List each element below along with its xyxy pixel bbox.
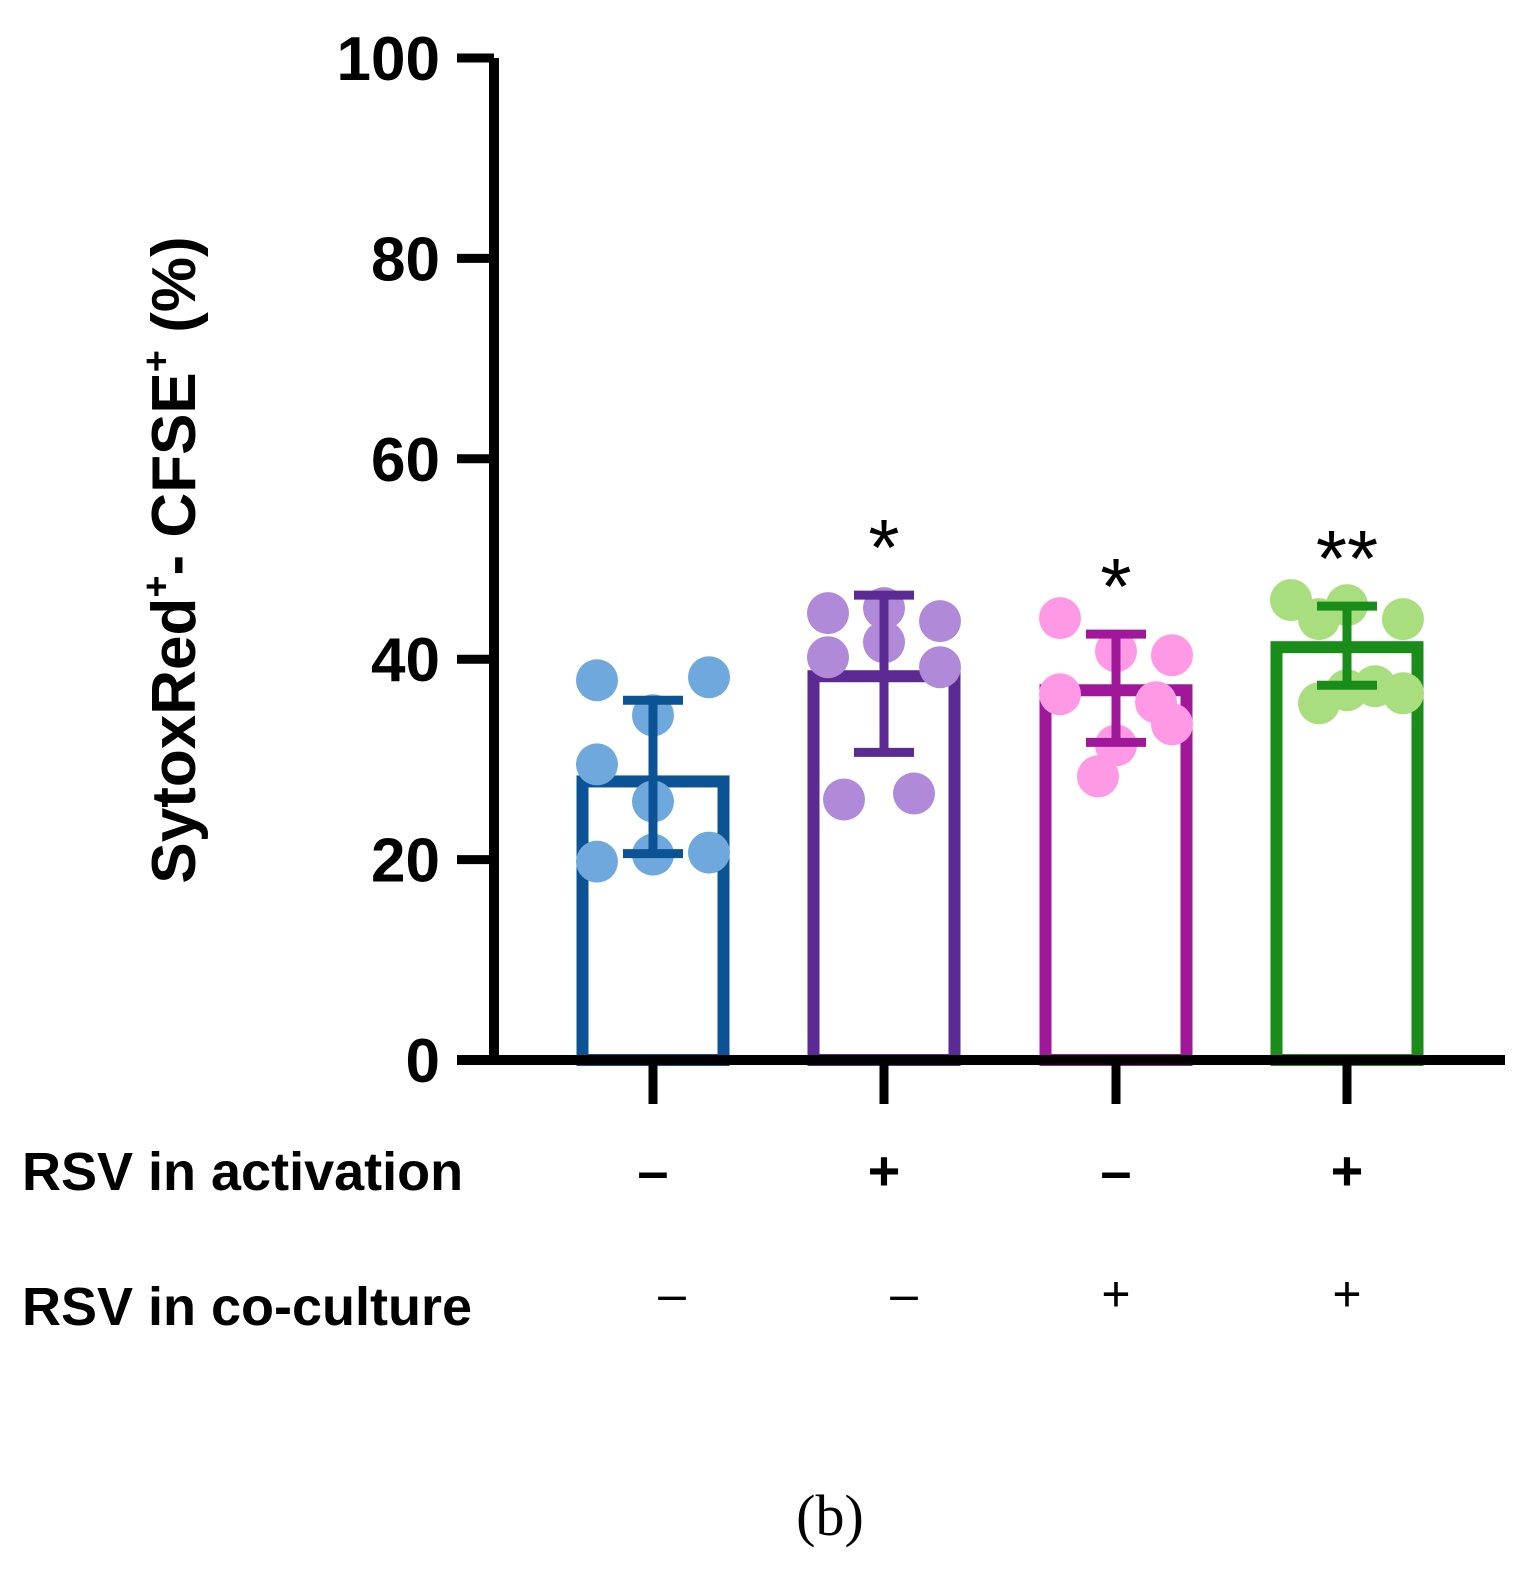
y-tick-label: 80 xyxy=(371,225,440,294)
data-point xyxy=(1077,755,1119,798)
axes-layer xyxy=(457,58,1505,1065)
factor-value: + xyxy=(1331,1139,1364,1202)
data-point xyxy=(807,636,849,679)
factor-value: – xyxy=(637,1139,668,1202)
significance-label: * xyxy=(868,503,899,592)
data-point xyxy=(1039,673,1081,716)
factor-row-label: RSV in activation xyxy=(22,1142,463,1202)
data-point xyxy=(576,840,618,883)
y-tick-label: 100 xyxy=(337,25,440,94)
y-tick-label: 20 xyxy=(371,827,440,896)
panel-label: (b) xyxy=(796,1483,864,1548)
data-point xyxy=(688,656,730,699)
points-layer xyxy=(576,579,1424,883)
y-tick-label: 0 xyxy=(406,1027,440,1096)
data-point xyxy=(576,659,618,702)
factor-value: – xyxy=(890,1266,918,1322)
y-axis-label: SytoxRed+- CFSE+ (%) xyxy=(136,236,209,883)
factor-value: + xyxy=(1332,1266,1361,1322)
data-point xyxy=(688,831,730,874)
data-point xyxy=(1039,597,1081,640)
data-point xyxy=(919,646,961,689)
factor-rows: RSV in activation – + – + RSV in co-culture – –… xyxy=(22,1139,1363,1337)
data-point xyxy=(1135,681,1177,724)
factor-row-label: RSV in co-culture xyxy=(22,1277,472,1337)
data-point xyxy=(1382,598,1424,641)
data-point xyxy=(893,772,935,815)
x-ticks-layer xyxy=(648,1060,1352,1104)
y-tick-label: 60 xyxy=(371,426,440,495)
factor-value: + xyxy=(1101,1266,1130,1322)
data-point xyxy=(576,743,618,786)
y-label-sup-1: + xyxy=(136,575,178,597)
significance-label: * xyxy=(1100,542,1131,631)
factor-value: – xyxy=(658,1266,686,1322)
y-label-part-a: SytoxRed xyxy=(140,598,209,884)
y-label-part-c: (%) xyxy=(140,236,209,350)
data-point xyxy=(1151,634,1193,677)
error-bars-layer xyxy=(623,590,1377,859)
data-point xyxy=(919,600,961,643)
y-ticks-layer: 0 20 40 60 80 100 xyxy=(337,25,494,1096)
significance-label: ** xyxy=(1316,514,1378,603)
data-point xyxy=(823,778,865,821)
significance-layer: * * ** xyxy=(868,503,1378,631)
data-point xyxy=(807,592,849,635)
y-label-sup-2: + xyxy=(136,350,178,372)
factor-value: – xyxy=(1100,1139,1131,1202)
factor-value: + xyxy=(868,1139,901,1202)
y-tick-label: 40 xyxy=(371,626,440,695)
y-label-part-b: - CFSE xyxy=(140,372,209,575)
